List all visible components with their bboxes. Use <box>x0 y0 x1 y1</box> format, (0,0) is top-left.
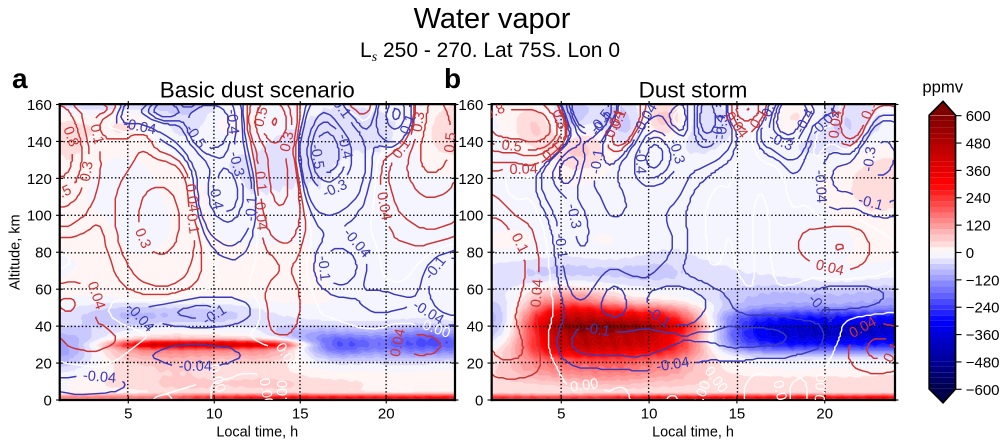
svg-text:480: 480 <box>966 135 991 152</box>
svg-text:0.1: 0.1 <box>251 171 269 193</box>
svg-text:Local time, h: Local time, h <box>216 424 298 440</box>
svg-text:80: 80 <box>35 245 52 262</box>
svg-text:160: 160 <box>27 97 52 114</box>
svg-text:−360: −360 <box>966 327 1000 344</box>
svg-text:60: 60 <box>467 282 484 299</box>
svg-text:0.1: 0.1 <box>86 123 106 146</box>
svg-text:-0.1: -0.1 <box>551 233 570 260</box>
svg-text:-0.04: -0.04 <box>82 368 117 387</box>
svg-text:10: 10 <box>641 406 658 423</box>
svg-text:0.04: 0.04 <box>388 327 409 358</box>
svg-text:-0.1: -0.1 <box>243 196 261 222</box>
svg-text:100: 100 <box>27 208 52 225</box>
svg-text:-0.4: -0.4 <box>205 183 226 211</box>
svg-text:-0.04: -0.04 <box>122 116 158 138</box>
svg-text:-0.1: -0.1 <box>314 255 332 282</box>
svg-text:−600: −600 <box>966 382 1000 399</box>
svg-text:0.00: 0.00 <box>769 379 791 410</box>
svg-text:-0.3: -0.3 <box>665 137 687 166</box>
svg-text:0.04: 0.04 <box>182 183 202 213</box>
svg-text:15: 15 <box>292 406 309 423</box>
svg-text:-0.3: -0.3 <box>714 114 732 140</box>
svg-text:0: 0 <box>475 392 483 409</box>
svg-text:-0.4: -0.4 <box>632 149 649 174</box>
svg-text:0.5: 0.5 <box>501 137 523 156</box>
svg-text:-0.04: -0.04 <box>179 359 212 375</box>
svg-text:-0.4: -0.4 <box>223 109 241 135</box>
svg-text:-0.3: -0.3 <box>860 146 879 173</box>
svg-text:0.3: 0.3 <box>549 107 571 132</box>
svg-text:Altitude, km: Altitude, km <box>8 215 24 290</box>
svg-text:20: 20 <box>35 355 52 372</box>
svg-text:0.04: 0.04 <box>373 191 394 222</box>
svg-text:60: 60 <box>35 282 52 299</box>
svg-text:0: 0 <box>44 392 52 409</box>
svg-text:0.3: 0.3 <box>131 226 154 251</box>
svg-text:0.04: 0.04 <box>528 278 546 308</box>
svg-text:-0.5: -0.5 <box>307 143 327 170</box>
svg-text:0.1: 0.1 <box>183 213 202 235</box>
svg-text:−480: −480 <box>966 354 1000 371</box>
svg-text:-0.04: -0.04 <box>655 355 690 376</box>
svg-text:-0.3: -0.3 <box>563 202 584 230</box>
svg-text:0.04: 0.04 <box>509 161 538 178</box>
svg-text:Dust storm: Dust storm <box>639 78 748 103</box>
svg-text:600: 600 <box>966 108 991 125</box>
svg-text:5: 5 <box>557 406 565 423</box>
svg-text:40: 40 <box>35 319 52 336</box>
svg-text:0.00: 0.00 <box>275 380 292 409</box>
svg-text:0.04: 0.04 <box>814 257 845 279</box>
svg-text:0.5: 0.5 <box>251 105 271 128</box>
svg-text:10: 10 <box>206 406 223 423</box>
svg-text:−240: −240 <box>966 300 1000 317</box>
svg-text:-0.4: -0.4 <box>708 113 729 141</box>
svg-text:80: 80 <box>467 245 484 262</box>
svg-text:0.8: 0.8 <box>59 124 81 148</box>
svg-text:0.3: 0.3 <box>278 130 298 153</box>
svg-text:-0.1: -0.1 <box>856 192 884 214</box>
svg-text:-0.1: -0.1 <box>584 320 611 340</box>
svg-text:160: 160 <box>458 97 483 114</box>
svg-text:-0.04: -0.04 <box>811 169 829 203</box>
svg-text:100: 100 <box>458 208 483 225</box>
svg-text:0.04: 0.04 <box>251 201 269 231</box>
svg-text:120: 120 <box>966 218 991 235</box>
svg-text:40: 40 <box>467 319 484 336</box>
svg-text:-0.4: -0.4 <box>334 133 355 161</box>
svg-text:20: 20 <box>378 406 395 423</box>
svg-text:0.1: 0.1 <box>608 107 630 132</box>
svg-text:0.1: 0.1 <box>508 231 531 256</box>
svg-text:Basic dust scenario: Basic dust scenario <box>160 78 355 103</box>
svg-text:240: 240 <box>966 190 991 207</box>
svg-text:20: 20 <box>816 406 833 423</box>
svg-text:0.3: 0.3 <box>77 160 96 183</box>
svg-text:Local time, h: Local time, h <box>652 424 734 440</box>
svg-text:−120: −120 <box>966 272 1000 289</box>
svg-text:0.00: 0.00 <box>812 374 830 403</box>
svg-text:-0.1: -0.1 <box>588 148 607 175</box>
svg-text:0.00: 0.00 <box>256 377 276 408</box>
svg-text:120: 120 <box>458 171 483 188</box>
svg-text:0.00: 0.00 <box>569 376 599 396</box>
svg-text:ppmv: ppmv <box>922 77 963 96</box>
svg-text:0.1: 0.1 <box>859 97 881 121</box>
svg-text:15: 15 <box>729 406 746 423</box>
svg-text:360: 360 <box>966 163 991 180</box>
svg-text:0.00: 0.00 <box>205 363 229 395</box>
svg-text:20: 20 <box>467 355 484 372</box>
svg-text:140: 140 <box>458 134 483 151</box>
svg-text:0.5: 0.5 <box>442 132 460 154</box>
svg-text:0.3: 0.3 <box>410 111 429 133</box>
svg-text:0.04: 0.04 <box>826 109 845 139</box>
svg-text:0: 0 <box>966 245 974 262</box>
svg-text:120: 120 <box>27 171 52 188</box>
svg-text:-0.3: -0.3 <box>225 150 247 178</box>
svg-text:5: 5 <box>124 406 132 423</box>
svg-text:140: 140 <box>27 134 52 151</box>
